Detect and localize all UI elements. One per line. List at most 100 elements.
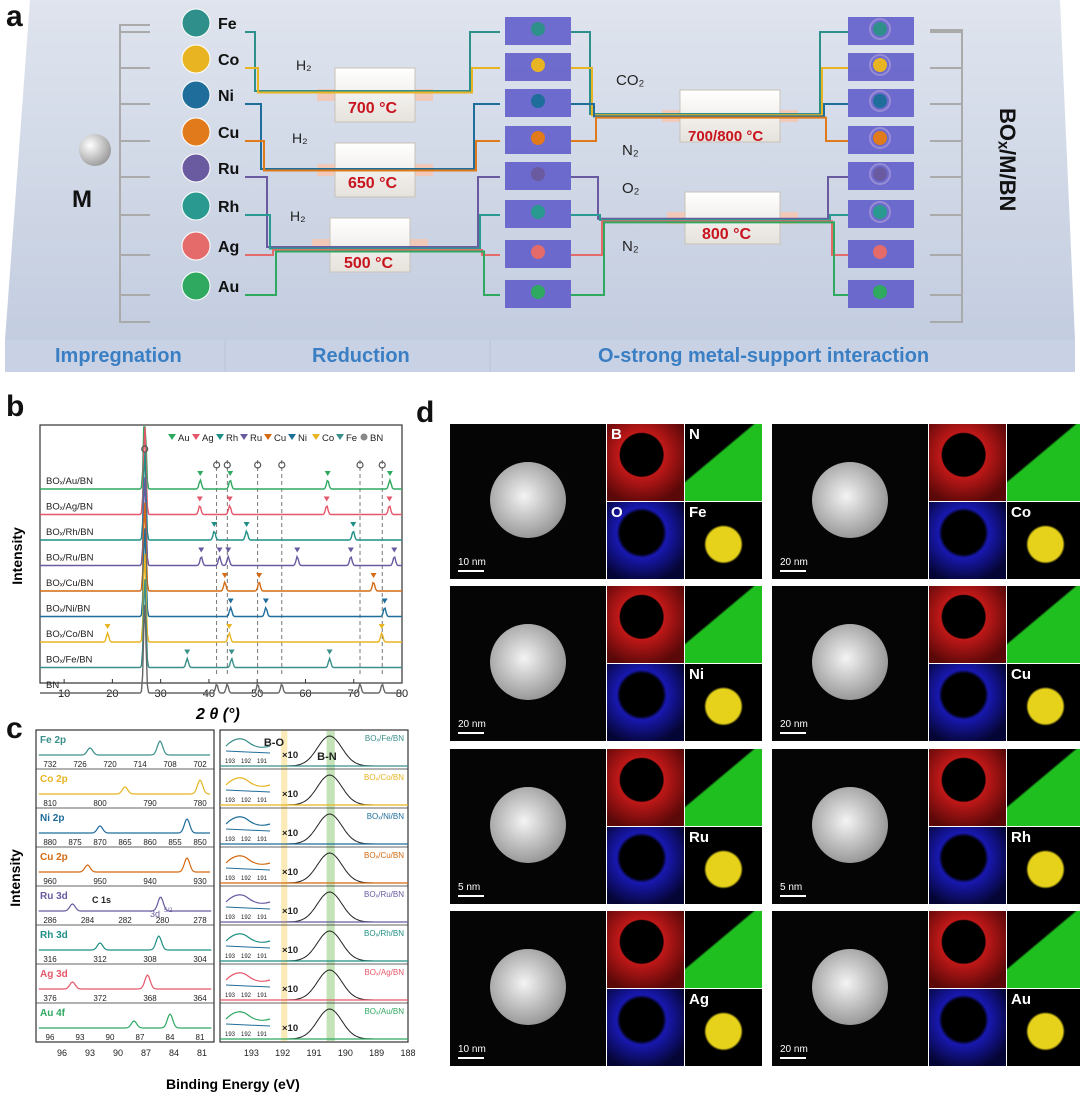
eds-metal-label: Cu bbox=[1011, 666, 1031, 683]
eds-metal-label: Ni bbox=[689, 666, 704, 683]
xps-ylabel: Intensity bbox=[6, 849, 23, 907]
c1s-annotation: C 1s bbox=[92, 895, 111, 905]
inset-tick: 191 bbox=[257, 1032, 268, 1038]
eds-map-o-rh bbox=[929, 827, 1006, 904]
furnace-2 bbox=[329, 217, 411, 273]
xps-left-tick: 81 bbox=[196, 1033, 205, 1042]
x10-label: ×10 bbox=[282, 789, 298, 800]
xrd-peak-marker bbox=[227, 598, 234, 604]
haadf-image-au: 20 nm bbox=[772, 911, 928, 1066]
xrd-peak-marker bbox=[323, 496, 330, 502]
xps-left-tick: 880 bbox=[43, 838, 57, 847]
osmsi-line-ru bbox=[571, 176, 848, 220]
inset-tick: 192 bbox=[241, 1032, 252, 1038]
route-line-au bbox=[245, 250, 500, 296]
xps-left-tick: 84 bbox=[166, 1033, 175, 1042]
xps-left-tick: 368 bbox=[143, 994, 157, 1003]
eds-map-m-ru: Ru bbox=[685, 827, 762, 904]
xrd-series-line bbox=[40, 502, 402, 592]
xrd-peak-marker bbox=[226, 496, 233, 502]
eds-map-o-fe: O bbox=[607, 502, 684, 579]
inset-baseline bbox=[225, 867, 271, 871]
metal-label-ni: Ni bbox=[218, 88, 234, 105]
gas-n2-2: N₂ bbox=[622, 238, 639, 255]
xps-left-curve bbox=[38, 1013, 212, 1029]
eds-map-o-ru bbox=[607, 827, 684, 904]
eds-map-b-fe: B bbox=[607, 424, 684, 501]
xps-row-label: Au 4f bbox=[40, 1008, 66, 1019]
metal-sphere-cu bbox=[181, 117, 211, 147]
eds-map-n-ni bbox=[685, 586, 762, 663]
xrd-ylabel: Intensity bbox=[8, 527, 25, 585]
xps-left-tick: 376 bbox=[43, 994, 57, 1003]
inset-tick: 193 bbox=[225, 798, 236, 804]
eds-map-b-ru bbox=[607, 749, 684, 826]
xps-right-xtick: 193 bbox=[244, 1048, 259, 1058]
xps-left-tick: 93 bbox=[76, 1033, 85, 1042]
xps-left-tick: 280 bbox=[156, 916, 170, 925]
osmsi-line-co bbox=[571, 67, 848, 117]
xrd-peak-marker bbox=[294, 547, 301, 553]
osmsi-line-au bbox=[571, 221, 848, 296]
metal-source-sphere bbox=[79, 134, 111, 166]
gas-h2-2: H₂ bbox=[292, 130, 308, 146]
eds-map-n-co bbox=[1007, 424, 1080, 501]
metal-label-au: Au bbox=[218, 279, 239, 296]
xps-left-tick: 875 bbox=[68, 838, 82, 847]
eds-map-b-cu bbox=[929, 586, 1006, 663]
haadf-image-fe: 10 nm bbox=[450, 424, 606, 579]
xrd-series-label: BOₓ/Fe/BN bbox=[46, 655, 93, 666]
xps-left-curve bbox=[38, 974, 212, 990]
eds-map-m-ag: Ag bbox=[685, 989, 762, 1066]
eds-map-o-au bbox=[929, 989, 1006, 1066]
eds-channel-label: N bbox=[689, 426, 700, 443]
panel-c-xps-chart: Fe 2p 732 726 720 714 708 702 Co 2p 810 800 790 780… bbox=[35, 729, 416, 1058]
eds-map-n-ru bbox=[685, 749, 762, 826]
ru3d52-sup: 5/2 bbox=[164, 908, 173, 914]
inset-curve bbox=[225, 972, 271, 982]
xps-right-series-label: BOₓ/Co/BN bbox=[364, 773, 404, 782]
particle-reduced-cu bbox=[531, 131, 545, 145]
xps-left-bottom-tick: 81 bbox=[197, 1048, 207, 1058]
xps-row-label: Co 2p bbox=[40, 774, 68, 785]
legend-marker-rh bbox=[216, 434, 224, 440]
haadf-image-cu: 20 nm bbox=[772, 586, 928, 741]
nanoparticle bbox=[490, 786, 566, 863]
legend-marker-cu bbox=[264, 434, 272, 440]
xps-left-tick: 282 bbox=[118, 916, 132, 925]
metal-sphere-ru bbox=[181, 153, 211, 183]
stage-osmsi: O-strong metal-support interaction bbox=[598, 345, 930, 367]
xps-right-xtick: 189 bbox=[369, 1048, 384, 1058]
bn-peak-marker bbox=[356, 461, 364, 469]
xps-left-tick: 714 bbox=[133, 760, 147, 769]
eds-map-b-au bbox=[929, 911, 1006, 988]
scale-bar-label: 5 nm bbox=[458, 882, 481, 893]
inset-tick: 191 bbox=[257, 954, 268, 960]
nanoparticle bbox=[490, 623, 566, 700]
xps-right-series-label: BOₓ/Fe/BN bbox=[365, 734, 404, 743]
xrd-peak-marker bbox=[326, 649, 333, 655]
inset-tick: 191 bbox=[257, 876, 268, 882]
scale-bar bbox=[780, 570, 806, 572]
xps-right-series-label: BOₓ/Rh/BN bbox=[364, 929, 404, 938]
xps-left-tick: 870 bbox=[93, 838, 107, 847]
xrd-xtick-label: 30 bbox=[155, 688, 167, 700]
xrd-series-line bbox=[40, 426, 402, 516]
box-shell-ni bbox=[869, 90, 891, 112]
haadf-image-ag: 10 nm bbox=[450, 911, 606, 1066]
legend-label-ru: Ru bbox=[250, 433, 262, 444]
xps-row-label: Ag 3d bbox=[40, 969, 68, 980]
xrd-peak-marker bbox=[104, 624, 111, 629]
xps-row-label: Fe 2p bbox=[40, 735, 66, 746]
xrd-series-label: BN bbox=[46, 680, 59, 691]
eds-metal-label: Ru bbox=[689, 829, 709, 846]
xrd-peak-marker bbox=[216, 547, 223, 553]
metal-sphere-ag bbox=[181, 231, 211, 261]
inset-curve bbox=[225, 1011, 271, 1021]
nanoparticle bbox=[490, 948, 566, 1025]
eds-metal-label: Fe bbox=[689, 504, 707, 521]
box-shell-co bbox=[869, 54, 891, 76]
eds-map-n-rh bbox=[1007, 749, 1080, 826]
route-line-ru bbox=[245, 176, 500, 248]
xrd-peak-marker bbox=[211, 522, 218, 527]
